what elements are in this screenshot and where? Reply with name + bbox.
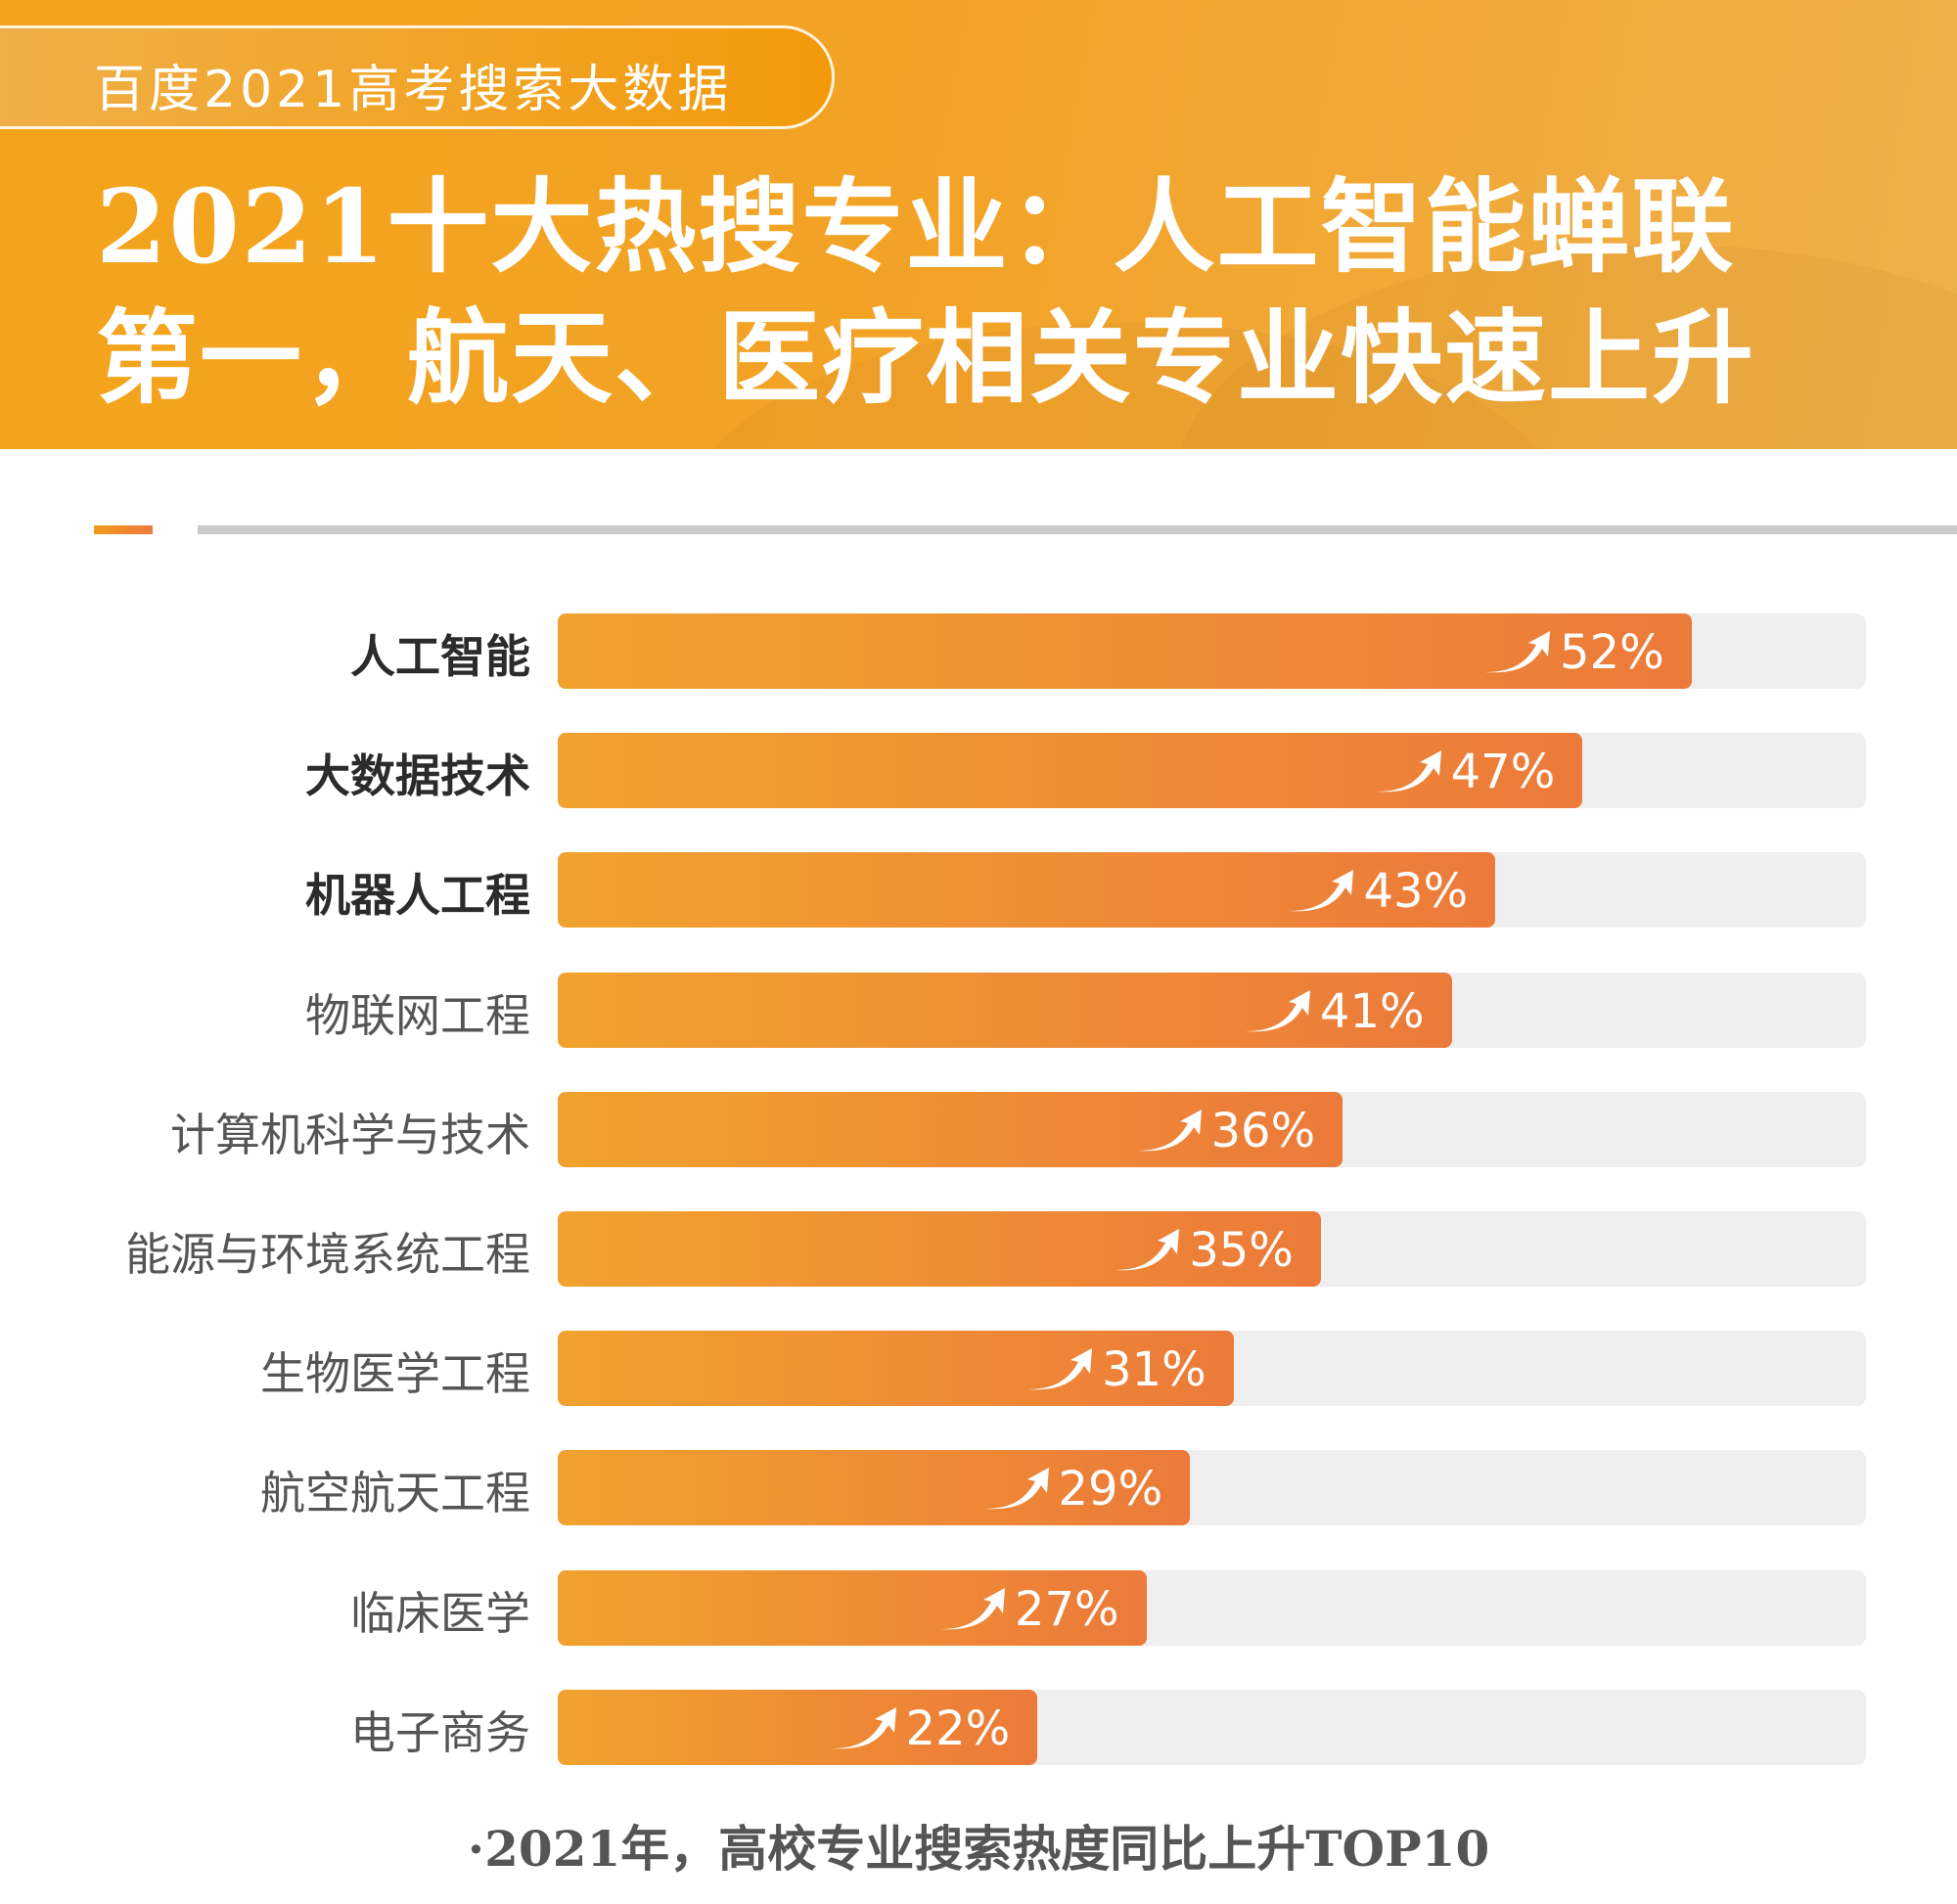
trend-up-arrow-icon [1376, 750, 1441, 793]
value-label: 27% [938, 1582, 1119, 1637]
value-label: 43% [1287, 864, 1468, 919]
trend-up-arrow-icon [1289, 870, 1354, 912]
trend-up-arrow-icon [1245, 989, 1310, 1031]
value-label: 36% [1135, 1103, 1316, 1158]
bar: 35% [558, 1211, 1321, 1287]
category-label: 大数据技术 [305, 749, 530, 803]
value-label: 35% [1113, 1223, 1294, 1278]
value-label: 22% [830, 1700, 1011, 1756]
bar-track: 31% [558, 1331, 1866, 1407]
category-label: 生物医学工程 [260, 1347, 530, 1401]
bar: 41% [558, 972, 1452, 1048]
category-label: 电子商务 [350, 1705, 530, 1759]
value-text: 29% [1058, 1462, 1163, 1518]
category-label: 航空航天工程 [260, 1467, 530, 1520]
value-label: 29% [982, 1462, 1163, 1518]
bar-row: 计算机科学与技术 36% [0, 1091, 1957, 1167]
bar-track: 35% [558, 1211, 1866, 1287]
bar: 22% [558, 1689, 1038, 1765]
bar: 29% [558, 1450, 1191, 1526]
trend-up-arrow-icon [983, 1468, 1049, 1510]
divider-line [198, 525, 1957, 534]
bar: 36% [558, 1091, 1343, 1167]
value-label: 52% [1483, 625, 1664, 680]
bar-row: 机器人工程 43% [0, 852, 1957, 929]
bar-track: 52% [558, 613, 1866, 689]
bar-row: 生物医学工程 31% [0, 1331, 1957, 1407]
trend-up-arrow-icon [1485, 631, 1551, 673]
chart-caption: ·2021年，高校专业搜索热度同比上升TOP10 [467, 1820, 1490, 1878]
bar: 52% [558, 613, 1692, 689]
bar-row: 临床医学 27% [0, 1569, 1957, 1646]
category-label: 物联网工程 [305, 988, 530, 1042]
bar-row: 人工智能 52% [0, 613, 1957, 689]
value-text: 31% [1102, 1342, 1206, 1398]
value-text: 43% [1363, 864, 1469, 920]
value-label: 41% [1244, 984, 1425, 1039]
bar: 47% [558, 733, 1583, 809]
bar-track: 47% [558, 733, 1866, 809]
bar-track: 41% [558, 972, 1866, 1048]
bar-track: 22% [558, 1689, 1866, 1765]
trend-up-arrow-icon [1115, 1229, 1180, 1271]
bar-track: 36% [558, 1091, 1866, 1167]
value-label: 31% [1025, 1342, 1206, 1397]
bar-row: 大数据技术 47% [0, 733, 1957, 809]
category-label: 人工智能 [350, 630, 530, 683]
value-text: 52% [1560, 625, 1664, 680]
trend-up-arrow-icon [1027, 1348, 1093, 1390]
source-badge-text: 百度2021高考搜索大数据 [94, 61, 733, 119]
source-badge: 百度2021高考搜索大数据 [0, 25, 835, 129]
trend-up-arrow-icon [1136, 1109, 1202, 1152]
trend-up-arrow-icon [939, 1587, 1005, 1629]
bar-row: 物联网工程 41% [0, 972, 1957, 1048]
title-line-1: 2021十大热搜专业：人工智能蝉联 [96, 166, 1736, 287]
category-label: 能源与环境系统工程 [125, 1228, 530, 1281]
category-label: 机器人工程 [305, 869, 530, 923]
value-text: 22% [905, 1700, 1011, 1756]
divider-accent [94, 525, 153, 534]
bar-row: 能源与环境系统工程 35% [0, 1211, 1957, 1287]
bar-row: 航空航天工程 29% [0, 1450, 1957, 1526]
value-text: 27% [1014, 1581, 1119, 1637]
value-label: 47% [1375, 745, 1556, 800]
title-line-2: 第一，航天、医疗相关专业快速上升 [96, 297, 1756, 418]
category-label: 计算机科学与技术 [170, 1108, 530, 1161]
value-text: 36% [1210, 1103, 1316, 1158]
trend-up-arrow-icon [831, 1706, 896, 1749]
category-label: 临床医学 [350, 1586, 530, 1640]
bar: 43% [558, 852, 1496, 929]
bar: 31% [558, 1331, 1234, 1407]
bar-row: 电子商务 22% [0, 1689, 1957, 1765]
value-text: 41% [1319, 983, 1425, 1039]
bar-track: 43% [558, 852, 1866, 929]
value-text: 47% [1450, 745, 1556, 800]
header-banner: 百度2021高考搜索大数据 2021十大热搜专业：人工智能蝉联 第一，航天、医疗… [0, 0, 1957, 449]
value-text: 35% [1189, 1223, 1294, 1278]
bar-track: 29% [558, 1450, 1866, 1526]
bar: 27% [558, 1569, 1147, 1646]
bar-track: 27% [558, 1569, 1866, 1646]
